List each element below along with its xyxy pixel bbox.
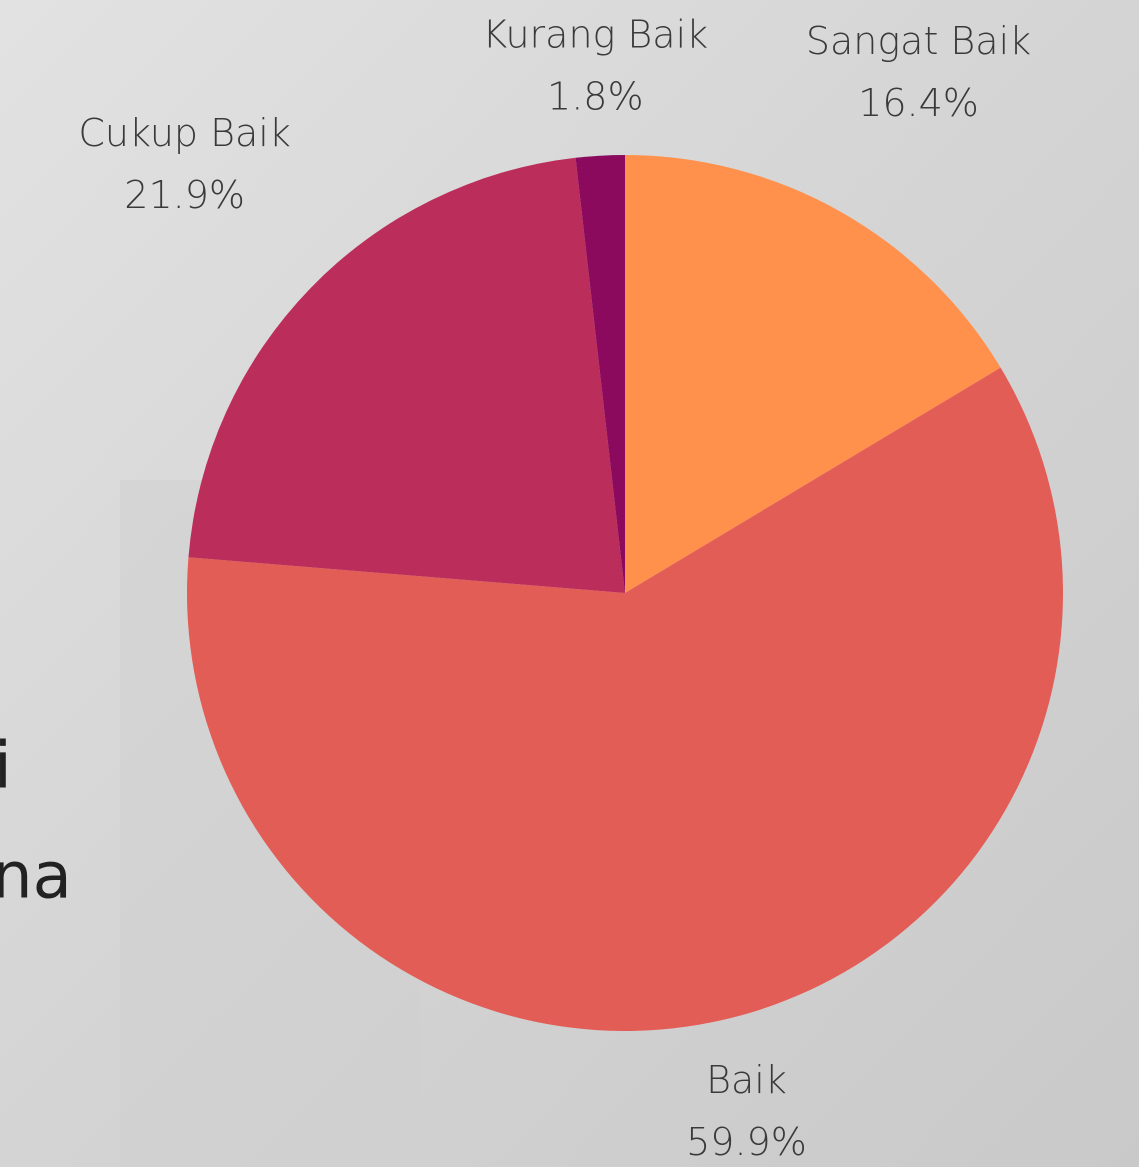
slice-value-label: 21.9% bbox=[124, 173, 245, 217]
pie-slice bbox=[575, 155, 625, 593]
background-text: na bbox=[0, 840, 72, 914]
slice-label: Baik bbox=[706, 1058, 787, 1102]
slice-value-label: 16.4% bbox=[858, 81, 979, 125]
slice-label: Sangat Baik bbox=[806, 19, 1031, 63]
slice-value-label: 59.9% bbox=[686, 1120, 807, 1164]
slice-label: Cukup Baik bbox=[78, 111, 290, 155]
slice-label: Kurang Baik bbox=[482, 13, 708, 57]
pie-slice bbox=[188, 157, 625, 593]
background-text: i bbox=[0, 730, 12, 804]
slice-value-label: 1.8% bbox=[547, 75, 644, 119]
pie-slice bbox=[625, 155, 1001, 593]
pie-slice bbox=[187, 367, 1063, 1032]
